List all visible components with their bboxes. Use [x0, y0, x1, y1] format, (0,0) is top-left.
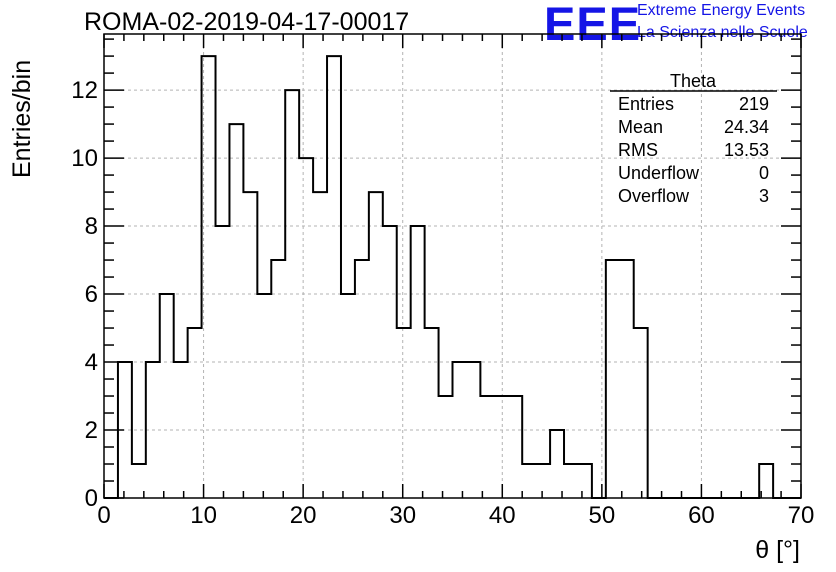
histogram-line: [104, 55, 801, 499]
x-tick-label: 10: [190, 502, 217, 529]
y-tick-label: 8: [85, 213, 98, 240]
x-tick-label: 0: [97, 502, 110, 529]
stats-row-value: 219: [739, 94, 769, 114]
x-tick-label: 50: [589, 502, 616, 529]
y-tick-label: 6: [85, 281, 98, 308]
stats-row-label: Underflow: [618, 163, 700, 183]
plot-frame: [103, 33, 802, 499]
stats-row-value: 3: [759, 186, 769, 206]
stats-row-value: 13.53: [724, 140, 769, 160]
stats-row-value: 0: [759, 163, 769, 183]
stats-row-label: Mean: [618, 117, 663, 137]
y-tick-label: 10: [71, 145, 98, 172]
stats-row-label: RMS: [618, 140, 658, 160]
axis-ticks: [103, 34, 802, 499]
y-tick-label: 4: [85, 349, 98, 376]
y-tick-label: 2: [85, 417, 98, 444]
x-tick-label: 60: [688, 502, 715, 529]
x-tick-label: 40: [489, 502, 516, 529]
stats-row-value: 24.34: [724, 117, 769, 137]
stats-box: Theta Entries 219 Mean 24.34 RMS 13.53 Underfl…: [610, 71, 777, 206]
x-axis-label: θ [°]: [755, 536, 800, 564]
x-tick-label: 30: [389, 502, 416, 529]
logo-text-line1: Extreme Energy Events: [637, 2, 806, 19]
y-tick-label: 12: [71, 77, 98, 104]
stats-row-label: Overflow: [618, 186, 690, 206]
chart-title: ROMA-02-2019-04-17-00017: [84, 8, 410, 36]
y-axis-label: Entries/bin: [8, 60, 36, 178]
stats-rows: Entries 219 Mean 24.34 RMS 13.53 Underflow 0 Ove…: [618, 94, 769, 206]
eee-logo: EEE: [544, 0, 642, 50]
y-tick-label: 0: [85, 485, 98, 512]
x-tick-label: 70: [788, 502, 815, 529]
grid: [104, 34, 801, 498]
x-tick-label: 20: [290, 502, 317, 529]
stats-row-label: Entries: [618, 94, 674, 114]
logo-text-line2: La Scienza nelle Scuole: [637, 24, 808, 41]
stats-title: Theta: [670, 71, 717, 91]
